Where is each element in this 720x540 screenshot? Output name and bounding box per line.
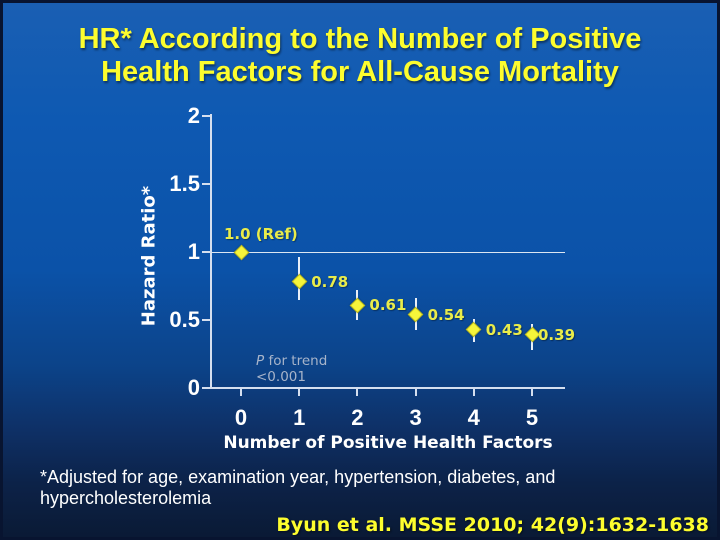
source-citation: Byun et al. MSSE 2010; 42(9):1632-1638	[276, 514, 709, 536]
data-point-marker	[233, 244, 249, 260]
y-axis-tick	[202, 251, 211, 253]
x-axis-tick	[356, 389, 359, 396]
slide-title: HR* According to the Number of Positive …	[3, 23, 717, 89]
x-axis-title: Number of Positive Health Factors	[223, 433, 553, 453]
data-point-marker	[466, 321, 482, 338]
x-axis-tick-label: 1	[293, 405, 306, 430]
data-point-label: 0.61	[369, 296, 407, 315]
y-axis-tick	[202, 183, 211, 185]
reference-line	[211, 252, 565, 253]
y-axis-tick-label: 2	[187, 103, 200, 128]
chart: 0 0.5 1 1.5 2 0 1 2 3 4 5 1.0 (Ref) 0.78 0.61 0.54 0.43…	[3, 3, 717, 537]
p-for-trend-annotation: P for trend <0.001	[256, 353, 327, 385]
x-axis-tick-label: 0	[234, 405, 248, 430]
y-axis-line	[210, 114, 212, 389]
x-axis-tick	[472, 389, 475, 396]
x-axis-tick-label: 3	[409, 405, 422, 430]
x-axis-tick	[240, 389, 242, 396]
footnote-line-2: hypercholesterolemia	[40, 488, 212, 508]
y-axis-tick-label: 0	[187, 375, 200, 400]
data-point-marker	[407, 306, 424, 323]
y-axis-tick	[202, 387, 211, 389]
data-point-marker	[349, 297, 366, 313]
slide-title-line-1: HR* According to the Number of Positive	[78, 23, 642, 55]
y-axis-tick-label: 1.5	[169, 171, 200, 196]
x-axis-tick	[414, 389, 417, 396]
data-point-marker	[291, 274, 307, 290]
x-axis-tick-label: 4	[467, 405, 480, 430]
y-axis-tick	[202, 115, 211, 117]
x-axis-tick-label: 2	[351, 405, 364, 430]
x-axis-tick-label: 5	[525, 405, 539, 430]
x-axis-line	[210, 387, 565, 389]
p-for-trend-line-1: P for trend	[256, 353, 328, 369]
p-for-trend-line-2: <0.001	[256, 369, 306, 385]
y-axis-tick	[202, 319, 211, 321]
x-axis-tick	[531, 389, 533, 396]
y-axis-tick-label: 0.5	[169, 307, 200, 332]
y-axis-tick-label: 1	[187, 239, 200, 264]
y-axis-title: Hazard Ratio*	[138, 185, 160, 327]
x-axis-tick	[298, 389, 301, 396]
data-point-label: 0.54	[427, 305, 465, 324]
data-point-label: 0.39	[538, 325, 576, 344]
data-point-label: 0.78	[311, 272, 349, 291]
adjustment-footnote: *Adjusted for age, examination year, hyp…	[40, 467, 555, 509]
footnote-line-1: *Adjusted for age, examination year, hyp…	[40, 467, 556, 487]
data-point-label: 1.0 (Ref)	[224, 225, 298, 243]
data-point-label: 0.43	[485, 320, 523, 339]
slide-title-line-2: Health Factors for All-Cause Mortality	[101, 56, 619, 88]
